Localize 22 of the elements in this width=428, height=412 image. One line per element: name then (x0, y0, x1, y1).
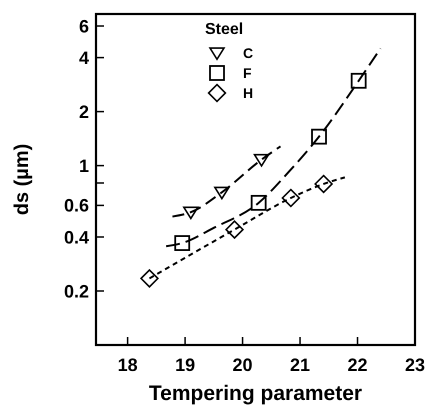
y-tick-label: 0.6 (64, 196, 89, 216)
y-tick-label: 4 (78, 48, 89, 68)
x-tick-label: 23 (404, 355, 426, 375)
y-tick-label: 0.4 (64, 227, 89, 248)
x-axis-title: Tempering parameter (148, 382, 362, 405)
point (282, 188, 300, 208)
y-tick-label: 0.2 (64, 281, 89, 302)
x-tick-label: 18 (118, 355, 138, 375)
y-tick-label: 2 (78, 102, 89, 122)
y-tick-label: 6 (78, 16, 89, 36)
legend-label: C (243, 44, 254, 61)
legend-title: Steel (205, 21, 244, 38)
x-tick-label: 19 (175, 355, 196, 375)
point (174, 235, 190, 251)
x-tick-label: 20 (232, 355, 253, 375)
x-tick-label: 21 (290, 355, 310, 375)
point (140, 269, 159, 288)
y-axis-title: ds (µm) (11, 144, 33, 216)
y-tick-label: 1 (78, 156, 89, 176)
legend-label: H (243, 84, 254, 101)
x-tick-label: 22 (348, 355, 368, 375)
legend-label: F (243, 64, 252, 81)
